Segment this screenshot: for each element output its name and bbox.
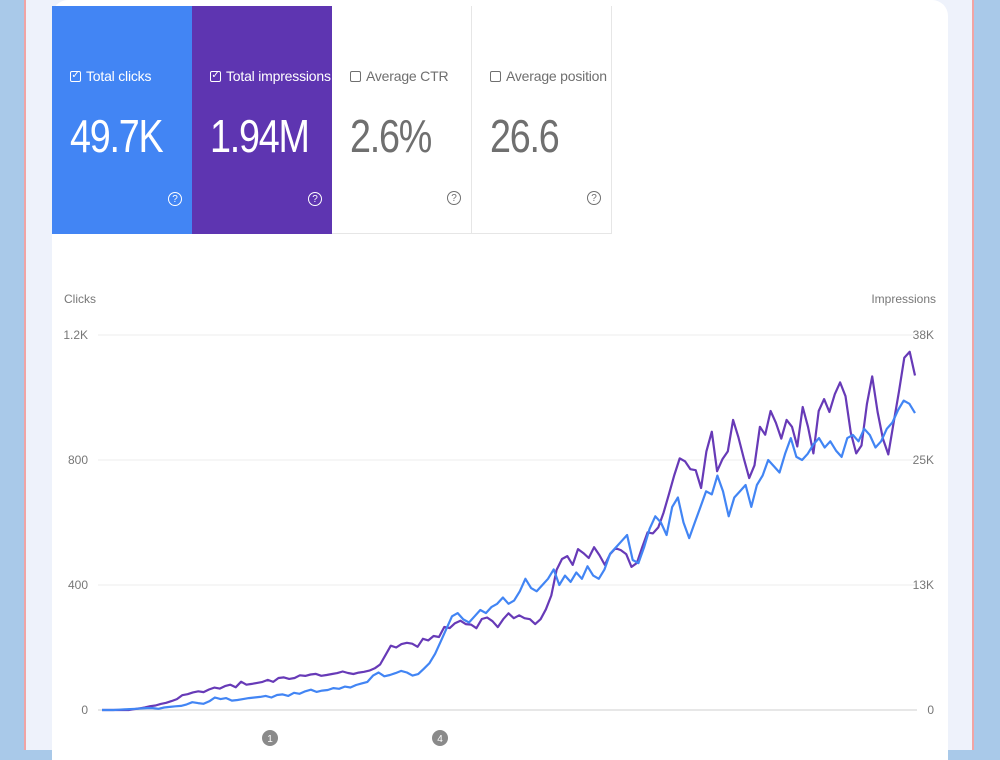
annotation-label: 4: [437, 734, 443, 745]
right-tick-label: 13K: [913, 578, 934, 592]
left-tick-label: 0: [81, 703, 88, 717]
impressions-series-line: [102, 352, 915, 710]
right-tick-label: 38K: [913, 328, 934, 342]
left-tick-label: 1.2K: [63, 328, 88, 342]
annotation-label: 1: [267, 734, 273, 745]
right-tick-label: 0: [927, 703, 934, 717]
clicks-series-line: [102, 401, 915, 710]
left-axis-title: Clicks: [64, 292, 96, 306]
right-tick-label: 25K: [913, 453, 934, 467]
left-tick-label: 400: [68, 578, 88, 592]
left-tick-label: 800: [68, 453, 88, 467]
right-axis-title: Impressions: [871, 292, 936, 306]
